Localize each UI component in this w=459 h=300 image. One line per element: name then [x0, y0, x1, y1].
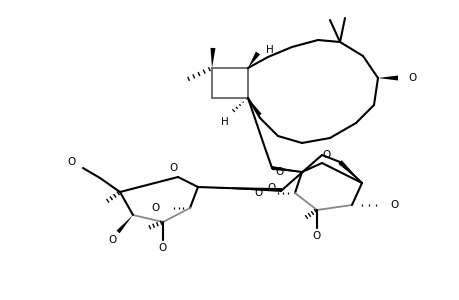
Polygon shape — [197, 187, 281, 192]
Text: O: O — [68, 157, 76, 167]
Text: O: O — [312, 231, 320, 241]
Text: H: H — [221, 117, 229, 127]
Text: O: O — [158, 243, 167, 253]
Text: O: O — [151, 203, 160, 213]
Text: O: O — [267, 183, 275, 193]
Text: O: O — [169, 163, 178, 173]
Text: O: O — [254, 188, 263, 198]
Text: O: O — [389, 200, 397, 210]
Polygon shape — [271, 166, 302, 172]
Polygon shape — [247, 52, 259, 68]
Text: O: O — [109, 235, 117, 245]
Text: O: O — [407, 73, 415, 83]
Text: O: O — [322, 150, 330, 160]
Polygon shape — [247, 98, 261, 116]
Polygon shape — [377, 76, 397, 80]
Polygon shape — [116, 215, 133, 233]
Polygon shape — [337, 160, 361, 183]
Text: O: O — [275, 167, 284, 177]
Text: H: H — [266, 45, 273, 55]
Polygon shape — [210, 48, 215, 68]
